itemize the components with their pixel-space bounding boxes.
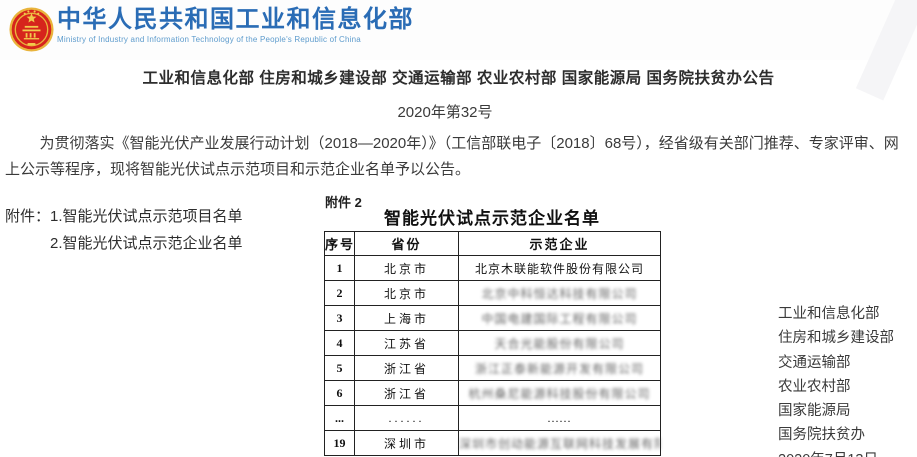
row-no: 2 [324, 280, 355, 306]
row-province: 北京市 [354, 280, 459, 306]
column-header-province: 省份 [354, 231, 459, 256]
row-no: 19 [324, 430, 355, 456]
site-header: 中华人民共和国工业和信息化部 Ministry of Industry and … [0, 0, 917, 101]
attachments-list: 1.智能光伏试点示范项目名单 2.智能光伏试点示范企业名单 [50, 204, 243, 258]
row-company: 北京木联能软件股份有限公司 [458, 255, 661, 281]
signatory-line: 农业农村部 [778, 378, 851, 395]
site-subtitle: Ministry of Industry and Information Tec… [57, 35, 361, 44]
signatory-line: 住房和城乡建设部 [778, 330, 894, 347]
row-no: 5 [324, 355, 355, 381]
row-company: ...... [458, 405, 661, 431]
column-header-company: 示范企业 [458, 231, 661, 256]
row-no: 4 [324, 330, 355, 356]
row-no: 1 [324, 255, 355, 281]
table-row: 2 北京市 北京中科恒达科技有限公司 [324, 280, 661, 306]
table-row: 1 北京市 北京木联能软件股份有限公司 [324, 255, 661, 281]
row-company-blurred: 深圳市创动能源互联网科技发展有限公司 [458, 430, 661, 456]
attachments-label: 附件： [5, 208, 51, 225]
row-no: ... [324, 405, 355, 431]
row-no: 6 [324, 380, 355, 406]
enterprise-table: 序号 省份 示范企业 1 北京市 北京木联能软件股份有限公司 2 北京市 北京中… [324, 231, 661, 456]
signatory-line: 交通运输部 [778, 354, 851, 371]
announcement-body: 为贯彻落实《智能光伏产业发展行动计划（2018—2020年）》（工信部联电子〔2… [5, 135, 899, 178]
attachment-item: 2.智能光伏试点示范企业名单 [50, 235, 243, 252]
row-company-blurred: 天合光能股份有限公司 [458, 330, 661, 356]
row-company-blurred: 杭州桑尼能源科技股份有限公司 [458, 380, 661, 406]
row-province: 浙江省 [354, 355, 459, 381]
signature-block: 工业和信息化部 住房和城乡建设部 交通运输部 农业农村部 国家能源局 国务院扶贫… [778, 302, 894, 457]
document-number: 2020年第32号 [397, 104, 493, 121]
column-header-no: 序号 [324, 231, 355, 256]
attachment-item: 1.智能光伏试点示范项目名单 [50, 208, 243, 225]
signature-date: 2020年7月13日 [778, 448, 894, 457]
national-emblem-icon [9, 7, 54, 52]
signatory-line: 国家能源局 [778, 403, 851, 420]
row-company-blurred: 北京中科恒达科技有限公司 [458, 280, 661, 306]
row-province: 浙江省 [354, 380, 459, 406]
table-row: 4 江苏省 天合光能股份有限公司 [324, 330, 661, 356]
table-header-row: 序号 省份 示范企业 [324, 231, 661, 256]
table-row: 5 浙江省 浙江正泰新能源开发有限公司 [324, 355, 661, 381]
table-row: 19 深圳市 深圳市创动能源互联网科技发展有限公司 [324, 430, 661, 456]
row-province: 深圳市 [354, 430, 459, 456]
attachments-block: 附件： 1.智能光伏试点示范项目名单 2.智能光伏试点示范企业名单 [5, 204, 243, 258]
table-row: 6 浙江省 杭州桑尼能源科技股份有限公司 [324, 380, 661, 406]
annex-label: 附件 2 [325, 195, 362, 210]
site-brand-link[interactable]: 中华人民共和国工业和信息化部 Ministry of Industry and … [57, 6, 414, 45]
table-row: 3 上海市 中国电建国际工程有限公司 [324, 305, 661, 331]
row-province: ...... [354, 405, 459, 431]
announcement-title: 工业和信息化部 住房和城乡建设部 交通运输部 农业农村部 国家能源局 国务院扶贫… [142, 70, 775, 87]
annex-table-title: 智能光伏试点示范企业名单 [384, 209, 600, 228]
row-province: 上海市 [354, 305, 459, 331]
signatory-line: 工业和信息化部 [778, 306, 880, 322]
row-province: 北京市 [354, 255, 459, 281]
row-company-blurred: 中国电建国际工程有限公司 [458, 305, 661, 331]
site-title[interactable]: 中华人民共和国工业和信息化部 [57, 6, 414, 33]
row-company-blurred: 浙江正泰新能源开发有限公司 [458, 355, 661, 381]
row-no: 3 [324, 305, 355, 331]
table-row-ellipsis: ... ...... ...... [324, 405, 661, 431]
signatory-line: 国务院扶贫办 [778, 427, 865, 444]
row-province: 江苏省 [354, 330, 459, 356]
